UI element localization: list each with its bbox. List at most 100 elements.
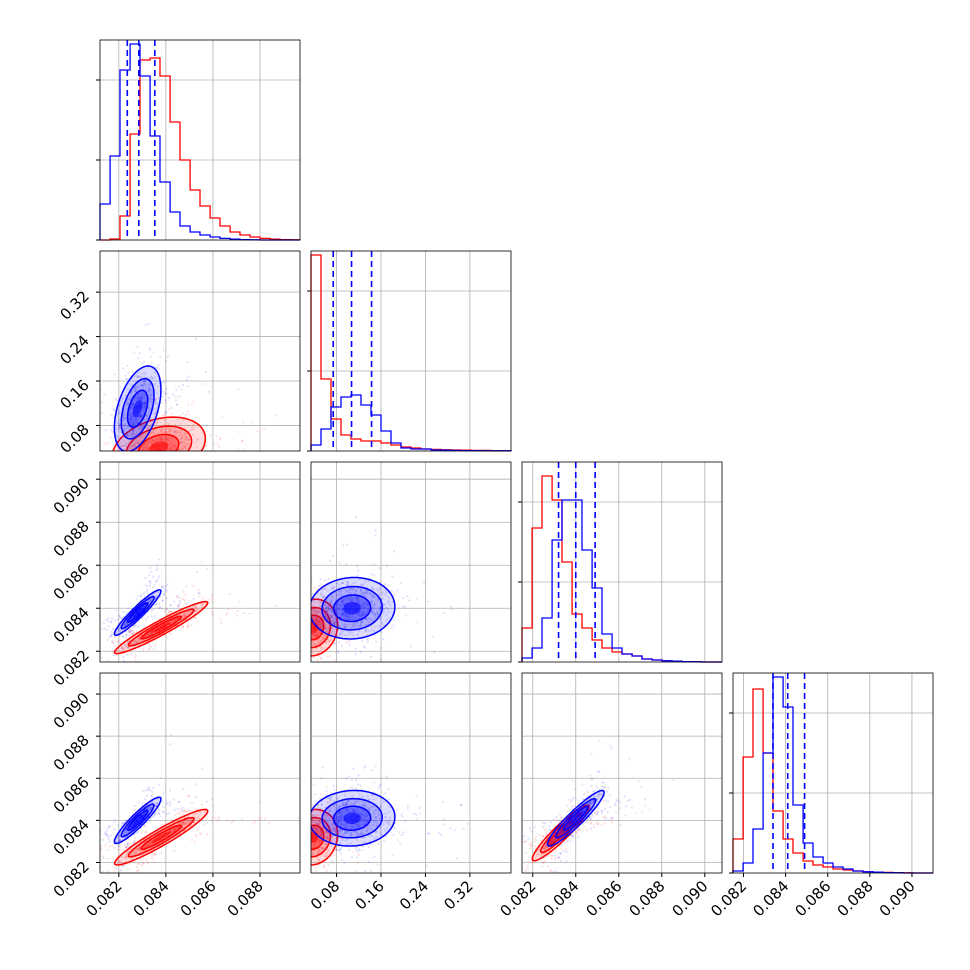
scatter-point <box>383 583 386 586</box>
scatter-point <box>143 404 146 407</box>
scatter-point <box>356 596 359 599</box>
scatter-point <box>121 646 124 650</box>
scatter-point <box>134 388 137 391</box>
scatter-point <box>317 641 320 645</box>
scatter-point <box>154 644 157 647</box>
scatter-point <box>131 421 135 424</box>
scatter-point <box>315 617 318 620</box>
scatter-point <box>106 834 109 837</box>
scatter-point <box>131 631 135 634</box>
scatter-point <box>359 650 362 654</box>
scatter-point <box>113 409 116 412</box>
scatter-point <box>129 653 132 656</box>
scatter-point <box>143 849 147 852</box>
scatter-point <box>342 624 345 627</box>
scatter-point <box>168 408 171 411</box>
scatter-point <box>123 444 126 447</box>
scatter-point <box>106 441 110 444</box>
scatter-point <box>126 434 129 437</box>
scatter-point <box>304 623 306 625</box>
scatter-point <box>360 620 363 623</box>
scatter-point <box>357 625 360 628</box>
scatter-point <box>115 631 118 635</box>
scatter-point <box>179 430 182 433</box>
scatter-point <box>40 857 42 859</box>
scatter-point <box>324 624 327 627</box>
scatter-point <box>186 385 189 388</box>
scatter-point <box>119 430 122 434</box>
scatter-point <box>307 616 309 618</box>
scatter-point <box>121 397 124 400</box>
scatter-point <box>118 860 121 863</box>
scatter-point <box>156 438 159 441</box>
scatter-point <box>338 632 341 636</box>
scatter-point <box>140 396 143 399</box>
scatter-point <box>91 420 93 422</box>
scatter-point <box>307 628 309 630</box>
scatter-point <box>195 610 198 613</box>
scatter-point <box>330 630 333 633</box>
scatter-point <box>139 415 142 418</box>
scatter-point <box>332 621 335 624</box>
scatter-point <box>122 864 125 868</box>
scatter-point <box>373 634 376 637</box>
scatter-point <box>359 583 363 586</box>
panel-content <box>40 734 300 873</box>
scatter-point <box>126 402 129 405</box>
scatter-point <box>307 649 309 651</box>
scatter-point <box>312 619 315 622</box>
scatter-point <box>191 605 194 609</box>
scatter-point <box>308 569 310 571</box>
scatter-point <box>137 441 140 444</box>
scatter-point <box>123 424 126 427</box>
scatter-point <box>70 858 72 860</box>
scatter-point <box>185 821 188 825</box>
hist-panel-p0 <box>96 39 301 241</box>
panel-frame <box>99 461 301 663</box>
scatter-point <box>303 638 305 640</box>
scatter-point <box>196 608 199 611</box>
scatter-point <box>305 628 307 630</box>
scatter-point <box>399 581 403 584</box>
scatter-point <box>153 432 156 436</box>
scatter-point <box>122 416 125 419</box>
scatter-point <box>161 455 163 457</box>
scatter-point <box>331 633 334 636</box>
scatter-point <box>151 438 154 441</box>
contour-blue <box>321 585 383 631</box>
scatter-point <box>162 414 165 417</box>
scatter-point <box>318 632 321 636</box>
scatter-point <box>187 814 190 818</box>
scatter-point <box>306 634 308 636</box>
scatter-point <box>346 614 349 618</box>
scatter-point <box>333 622 336 625</box>
scatter-point <box>138 846 141 849</box>
scatter-point <box>184 455 186 457</box>
scatter-point <box>141 815 144 818</box>
scatter-point <box>275 604 278 607</box>
scatter-point <box>122 423 125 426</box>
scatter-point <box>160 430 163 433</box>
scatter-point <box>148 451 150 453</box>
scatter-point <box>364 591 367 594</box>
scatter-point <box>315 631 319 634</box>
scatter-point <box>252 822 255 825</box>
scatter-point <box>132 405 135 408</box>
scatter-point <box>113 821 116 824</box>
scatter-point <box>301 629 303 631</box>
scatter-point <box>164 428 167 431</box>
scatter-point <box>329 607 332 610</box>
scatter-point <box>145 414 148 417</box>
scatter-point <box>159 453 161 455</box>
scatter-point <box>190 426 193 429</box>
scatter-point <box>359 621 362 624</box>
scatter-point <box>148 388 152 391</box>
scatter-point <box>130 616 134 619</box>
scatter-point <box>346 623 349 626</box>
scatter-point <box>373 563 376 566</box>
scatter-point <box>120 441 123 444</box>
scatter-point <box>109 454 111 456</box>
scatter-point <box>186 795 190 798</box>
scatter-point <box>312 641 315 644</box>
scatter-point <box>173 454 175 456</box>
